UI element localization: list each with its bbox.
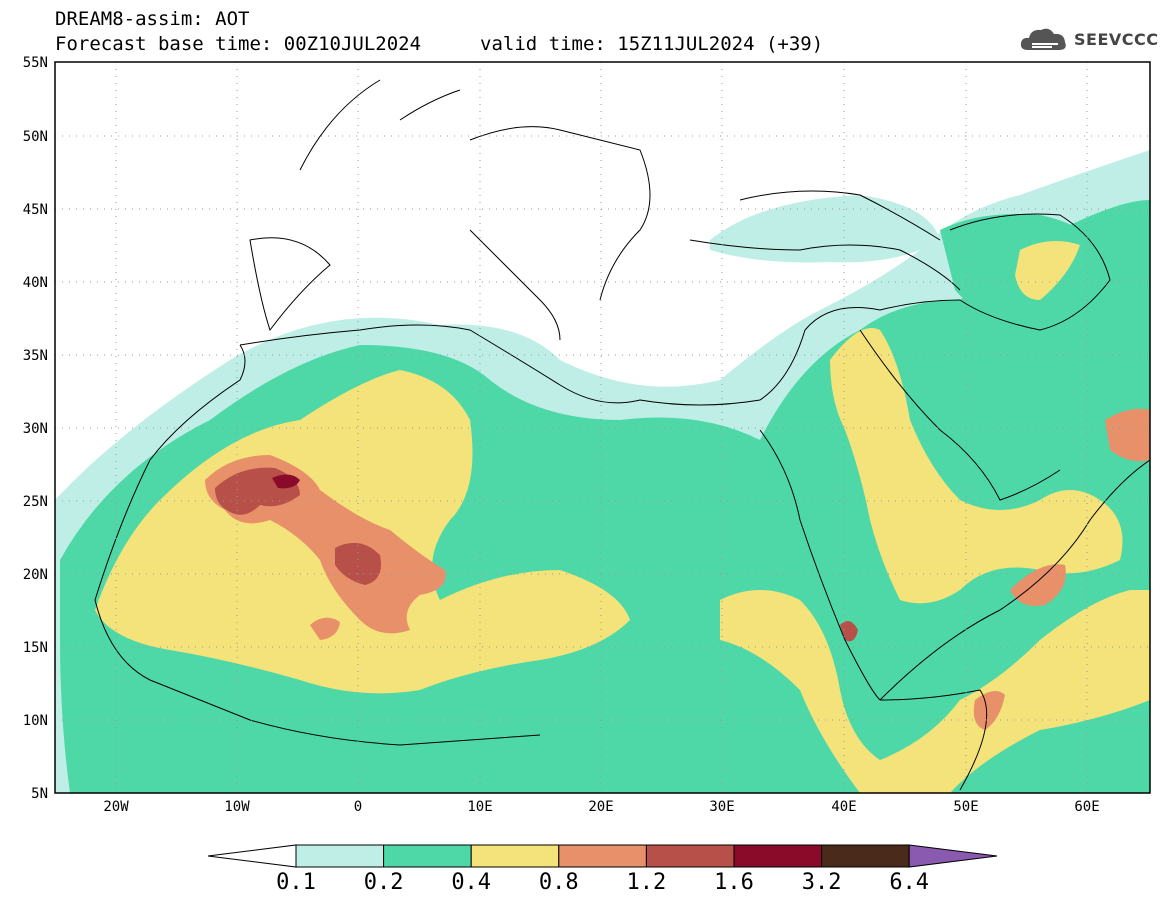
colorbar-label: 3.2 [802,870,842,895]
map-title: DREAM8-assim: AOT [55,8,250,30]
graticule [55,62,1150,793]
colorbar-swatch [645,844,735,868]
forecast-base-time: Forecast base time: 00Z10JUL2024 [55,33,422,55]
aot-band-0.8 [1105,408,1150,462]
aot-band-1.6 [272,474,300,489]
colorbar-label: 6.4 [889,870,929,895]
colorbar-label: 1.6 [714,870,754,895]
lat-axis: 55N 50N 45N 40N 35N 30N 25N 20N 15N 10N … [23,55,48,802]
logo-text: SEEVCCC [1074,29,1159,49]
colorbar-swatch [558,844,647,868]
aot-band-0.8 [310,617,340,640]
aot-band-0.1 [710,195,940,263]
valid-time: valid time: 15Z11JUL2024 (+39) [480,33,824,55]
lat-label: 55N [23,55,48,71]
aot-band-0.4 [720,590,1150,793]
colorbar-label: 0.4 [451,870,491,895]
aot-band-0.8 [1010,564,1066,606]
coastlines [94,79,1150,791]
colorbar-swatch [821,844,910,868]
lat-label: 5N [31,786,48,802]
lat-label: 15N [23,640,48,656]
colorbar-swatch [295,844,385,868]
lat-label: 40N [23,275,48,291]
cloud-icon [1020,28,1066,50]
lon-axis: 20W 10W 0 10E 20E 30E 40E 50E 60E [103,799,1099,815]
seevccc-logo: SEEVCCC [1018,24,1159,54]
lat-label: 25N [23,494,48,510]
lon-label: 40E [831,799,856,815]
lon-label: 20W [103,799,129,815]
lat-label: 10N [23,713,48,729]
colorbar-arrow-low [207,844,297,868]
lon-label: 60E [1074,799,1099,815]
plot-frame [54,61,1151,794]
colorbar-swatch [733,844,823,868]
lat-label: 50N [23,129,48,145]
lon-label: 0 [354,799,362,815]
lon-label: 30E [709,799,734,815]
colorbar-label: 0.2 [364,870,404,895]
colorbar: 0.1 0.2 0.4 0.8 1.2 1.6 3.2 6.4 [207,844,998,895]
aot-field [55,150,1150,793]
colorbar-swatch [383,844,472,868]
colorbar-label: 0.1 [276,870,316,895]
aot-band-1.2 [335,542,381,585]
colorbar-swatch [470,844,560,868]
lon-label: 50E [953,799,978,815]
aot-band-0.4 [1015,241,1080,300]
lat-label: 30N [23,421,48,437]
aot-band-0.4 [830,328,1123,604]
aot-band-0.8 [973,691,1005,730]
lon-label: 20E [588,799,613,815]
colorbar-label: 0.8 [539,870,579,895]
lon-label: 10W [224,799,250,815]
lat-label: 20N [23,567,48,583]
colorbar-arrow-high [908,844,998,868]
lat-label: 35N [23,348,48,364]
lon-label: 10E [467,799,492,815]
lat-label: 45N [23,202,48,218]
colorbar-label: 1.2 [627,870,667,895]
